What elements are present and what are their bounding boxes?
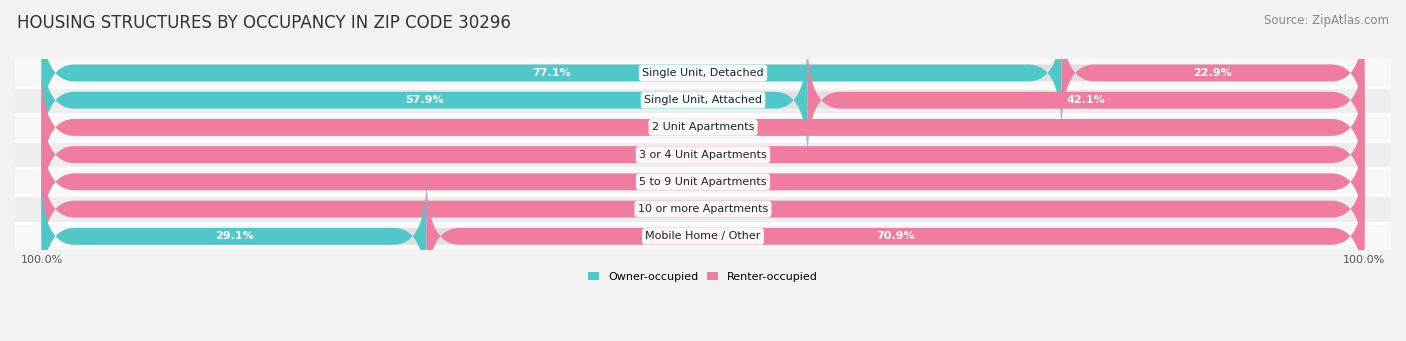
Text: 100.0%: 100.0% xyxy=(681,150,725,160)
Text: 100.0%: 100.0% xyxy=(681,177,725,187)
Text: 3 or 4 Unit Apartments: 3 or 4 Unit Apartments xyxy=(640,150,766,160)
FancyBboxPatch shape xyxy=(42,95,1364,214)
Text: 29.1%: 29.1% xyxy=(215,231,253,241)
Text: 22.9%: 22.9% xyxy=(1194,68,1232,78)
Text: Source: ZipAtlas.com: Source: ZipAtlas.com xyxy=(1264,14,1389,27)
Text: Mobile Home / Other: Mobile Home / Other xyxy=(645,231,761,241)
FancyBboxPatch shape xyxy=(42,13,1364,133)
Text: HOUSING STRUCTURES BY OCCUPANCY IN ZIP CODE 30296: HOUSING STRUCTURES BY OCCUPANCY IN ZIP C… xyxy=(17,14,510,32)
FancyBboxPatch shape xyxy=(42,122,1364,241)
FancyBboxPatch shape xyxy=(42,95,1364,214)
Legend: Owner-occupied, Renter-occupied: Owner-occupied, Renter-occupied xyxy=(583,267,823,286)
Text: 57.9%: 57.9% xyxy=(405,95,444,105)
Bar xyxy=(15,168,1391,195)
Text: 70.9%: 70.9% xyxy=(876,231,915,241)
Text: Single Unit, Detached: Single Unit, Detached xyxy=(643,68,763,78)
FancyBboxPatch shape xyxy=(426,177,1364,296)
FancyBboxPatch shape xyxy=(42,149,1364,269)
Bar xyxy=(15,59,1391,87)
Bar xyxy=(15,195,1391,223)
FancyBboxPatch shape xyxy=(42,68,1364,187)
Bar xyxy=(15,87,1391,114)
Text: 77.1%: 77.1% xyxy=(533,68,571,78)
FancyBboxPatch shape xyxy=(42,13,1062,133)
FancyBboxPatch shape xyxy=(807,41,1364,160)
Text: 5 to 9 Unit Apartments: 5 to 9 Unit Apartments xyxy=(640,177,766,187)
FancyBboxPatch shape xyxy=(42,149,1364,269)
FancyBboxPatch shape xyxy=(1062,13,1364,133)
FancyBboxPatch shape xyxy=(42,68,1364,187)
Text: 10 or more Apartments: 10 or more Apartments xyxy=(638,204,768,214)
Text: 2 Unit Apartments: 2 Unit Apartments xyxy=(652,122,754,132)
FancyBboxPatch shape xyxy=(42,177,426,296)
Bar xyxy=(15,223,1391,250)
Text: 42.1%: 42.1% xyxy=(1067,95,1105,105)
FancyBboxPatch shape xyxy=(42,41,807,160)
FancyBboxPatch shape xyxy=(42,177,1364,296)
Bar xyxy=(15,141,1391,168)
Text: Single Unit, Attached: Single Unit, Attached xyxy=(644,95,762,105)
Bar xyxy=(15,114,1391,141)
Text: 100.0%: 100.0% xyxy=(681,122,725,132)
FancyBboxPatch shape xyxy=(42,41,1364,160)
Text: 100.0%: 100.0% xyxy=(681,204,725,214)
FancyBboxPatch shape xyxy=(42,122,1364,241)
